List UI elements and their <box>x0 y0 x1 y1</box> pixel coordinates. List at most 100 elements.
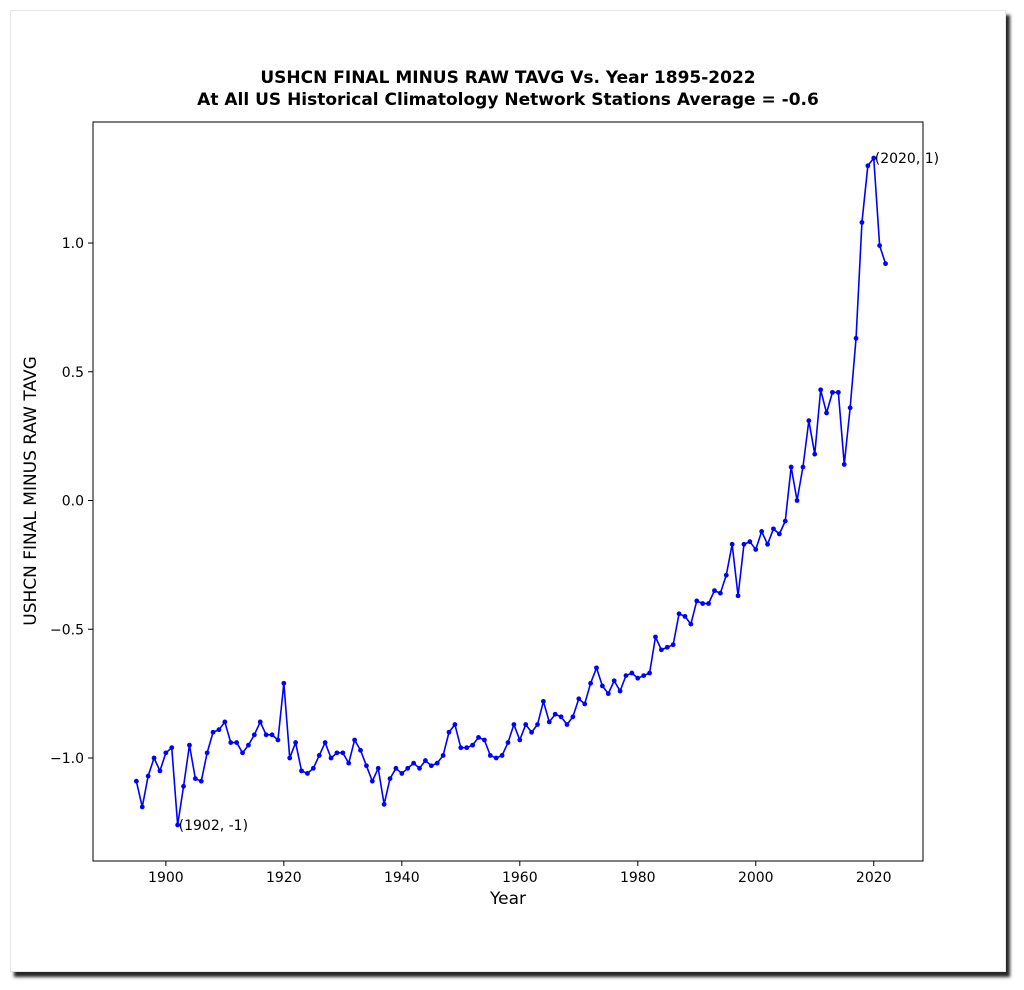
data-point <box>594 665 599 671</box>
data-point <box>204 750 210 756</box>
data-point <box>830 389 835 395</box>
data-point <box>358 747 363 753</box>
data-point <box>139 804 145 810</box>
data-point <box>771 526 776 532</box>
data-point <box>505 740 511 745</box>
data-point <box>523 722 529 727</box>
data-point <box>546 719 552 725</box>
data-point <box>658 647 664 653</box>
data-point <box>564 722 570 727</box>
data-point <box>151 755 157 761</box>
data-point <box>405 765 411 771</box>
series-line <box>135 157 887 826</box>
data-point <box>246 742 251 748</box>
y-tick-label: 0.5 <box>62 365 84 381</box>
data-point <box>487 753 493 758</box>
data-point <box>310 765 316 771</box>
annotation-layer: (1902, -1) (2020, 1) <box>179 151 939 834</box>
data-point <box>877 243 883 249</box>
data-point <box>517 737 523 743</box>
data-point <box>611 678 617 684</box>
data-point <box>470 742 476 748</box>
data-point <box>670 642 676 648</box>
data-point <box>428 763 434 769</box>
data-point <box>316 753 322 758</box>
data-point <box>582 701 588 707</box>
data-point <box>717 590 723 596</box>
data-point <box>653 634 658 640</box>
y-tick-label: 1.0 <box>62 236 84 252</box>
data-point <box>228 740 234 745</box>
data-point <box>641 673 647 679</box>
data-point <box>723 572 729 578</box>
data-point <box>859 220 865 225</box>
data-point <box>198 778 204 784</box>
y-tick-label: −1.0 <box>50 751 84 767</box>
x-axis: 1900 1920 1940 1960 1980 2000 2020 <box>148 861 892 886</box>
data-point <box>588 680 593 686</box>
x-tick-label: 2020 <box>856 870 892 886</box>
series-layer <box>133 155 888 828</box>
data-point <box>735 593 741 599</box>
data-point <box>635 675 641 681</box>
data-point <box>800 464 806 470</box>
data-point <box>694 598 700 604</box>
data-point <box>706 601 711 606</box>
data-point <box>535 722 540 727</box>
plot-area <box>92 121 924 862</box>
data-point <box>647 670 652 676</box>
data-point <box>364 763 369 769</box>
x-tick-label: 1960 <box>502 870 538 886</box>
data-point <box>393 765 399 771</box>
data-point <box>818 387 824 393</box>
data-point <box>293 740 299 745</box>
data-point <box>452 722 458 727</box>
data-point <box>399 771 405 776</box>
data-point <box>700 601 706 606</box>
data-point <box>251 732 257 738</box>
data-point <box>540 698 546 704</box>
data-point <box>847 405 853 411</box>
data-point <box>511 722 517 727</box>
data-point <box>369 778 375 784</box>
data-point <box>883 261 888 267</box>
data-point <box>269 732 275 738</box>
x-tick-label: 1940 <box>384 870 420 886</box>
data-point <box>423 758 428 763</box>
data-point <box>375 765 381 771</box>
data-point <box>812 451 818 457</box>
data-point <box>387 776 393 781</box>
data-point <box>570 714 576 720</box>
data-point <box>871 155 877 161</box>
data-point <box>263 732 269 738</box>
data-point <box>676 611 682 617</box>
data-point <box>328 755 334 761</box>
data-point <box>133 778 139 784</box>
data-point <box>440 753 446 758</box>
data-point <box>712 588 717 594</box>
data-point <box>210 729 216 735</box>
data-point <box>305 771 310 776</box>
annotation-label: (2020, 1) <box>875 151 939 167</box>
data-point <box>853 335 859 341</box>
data-point <box>322 740 328 745</box>
data-point <box>446 729 452 735</box>
data-point <box>287 755 293 761</box>
x-axis-label: Year <box>489 889 526 909</box>
y-axis-label: USHCN FINAL MINUS RAW TAVG <box>21 356 41 626</box>
data-point <box>175 822 181 828</box>
data-point <box>411 760 417 766</box>
data-point <box>605 691 611 697</box>
data-point <box>759 529 765 534</box>
x-tick-label: 1920 <box>266 870 302 886</box>
data-point <box>169 745 175 751</box>
data-point <box>192 776 198 781</box>
data-point <box>617 688 623 694</box>
data-point <box>741 541 747 547</box>
data-point <box>482 737 487 743</box>
data-point <box>464 745 470 751</box>
data-point <box>299 768 304 774</box>
data-point <box>281 680 287 686</box>
data-point <box>841 462 847 467</box>
data-point <box>753 547 759 552</box>
